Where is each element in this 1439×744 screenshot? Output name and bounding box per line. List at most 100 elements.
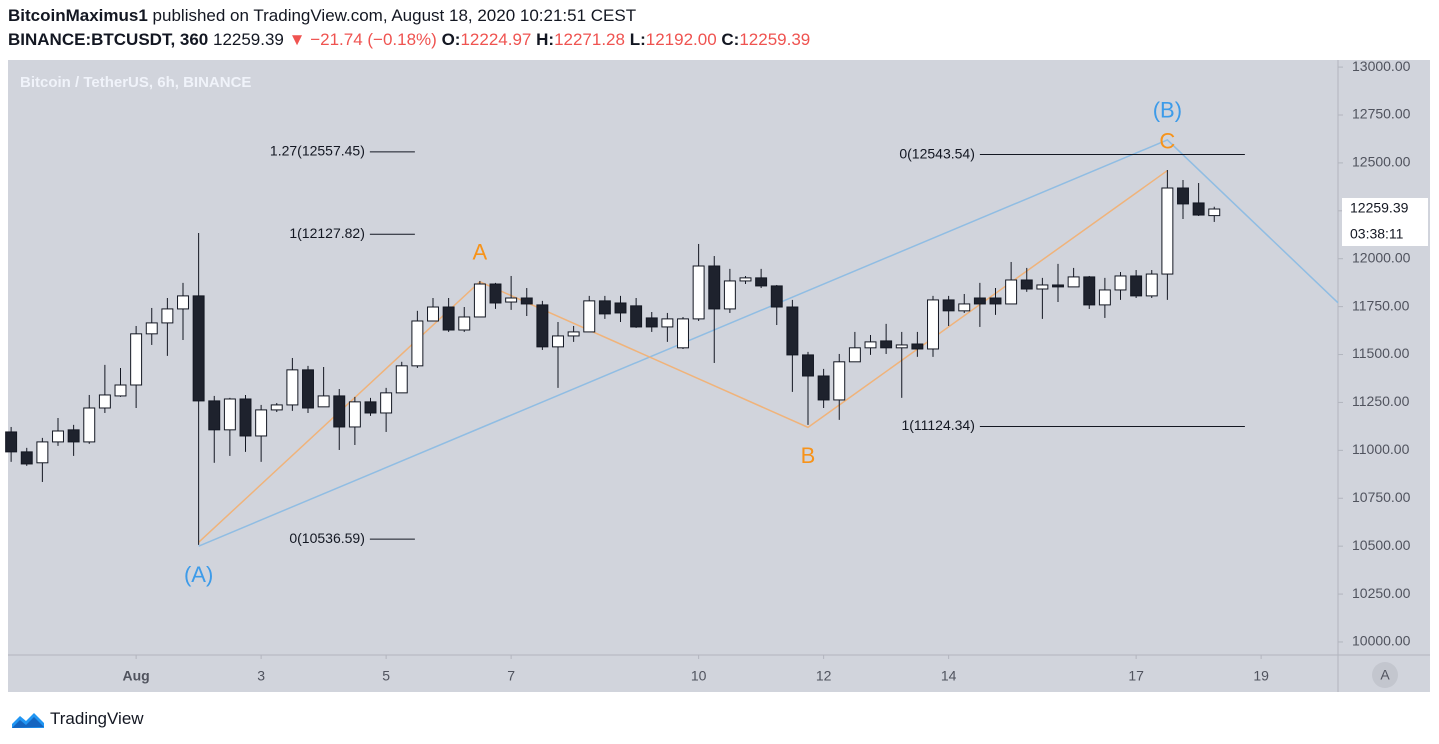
y-tick-label: 10250.00 xyxy=(1352,585,1411,601)
candle-body xyxy=(489,283,502,304)
candle-body xyxy=(1020,279,1033,290)
plot: 10000.00 10250.00 10500.00 10750.00 11000.00… xyxy=(5,58,1411,684)
candle-body xyxy=(723,280,736,310)
fib-label: 1(11124.34) xyxy=(901,417,974,433)
auto-scale-button[interactable] xyxy=(1372,662,1398,688)
candle-body xyxy=(1036,284,1049,290)
auto-scale-label[interactable]: A xyxy=(1380,667,1390,683)
candle-body xyxy=(739,277,752,282)
candle-body xyxy=(130,333,143,386)
candle-body xyxy=(692,265,705,320)
published: published on TradingView.com, August 18,… xyxy=(152,6,637,25)
candle-body xyxy=(786,306,799,356)
candle-body xyxy=(317,395,330,408)
candle-body xyxy=(1192,202,1205,216)
candle-body xyxy=(1005,279,1018,305)
candle-body xyxy=(20,451,33,465)
x-tick-label: 10 xyxy=(691,668,707,684)
author: BitcoinMaximus1 xyxy=(8,6,148,25)
candle-body xyxy=(364,401,377,414)
candle-body xyxy=(661,318,674,328)
x-tick-label: 17 xyxy=(1128,668,1144,684)
last-price-label: 12259.39 xyxy=(1350,200,1409,216)
candle-body xyxy=(927,299,939,350)
ohlc-value: 12259.39 xyxy=(739,30,811,49)
footer: TradingView xyxy=(10,708,144,730)
last: 12259.39 xyxy=(212,30,284,49)
candle-body xyxy=(864,341,877,349)
x-tick-label: 19 xyxy=(1253,668,1269,684)
candle-body xyxy=(1177,187,1189,205)
candle-body xyxy=(395,365,408,394)
logo xyxy=(12,713,44,728)
candle-body xyxy=(1114,275,1127,291)
candle-body xyxy=(239,398,252,437)
candle-body xyxy=(145,322,158,335)
candle-body xyxy=(36,441,49,464)
fib-label: 1(12127.82) xyxy=(289,225,365,241)
candle-body xyxy=(83,407,96,443)
fib-label: 0(12543.54) xyxy=(899,145,975,161)
candle-body xyxy=(380,392,393,414)
ohlc-value: 12192.00 xyxy=(645,30,717,49)
candle-body xyxy=(286,369,299,406)
candle-body xyxy=(505,297,518,303)
y-tick-label: 13000.00 xyxy=(1352,58,1411,74)
y-tick-label: 10500.00 xyxy=(1352,537,1411,553)
candle-body xyxy=(114,384,127,397)
candle-body xyxy=(1083,276,1096,306)
candle-body xyxy=(630,305,643,328)
ohlc-value: 12224.97 xyxy=(460,30,532,49)
chart-title: Bitcoin / TetherUS, 6h, BINANCE xyxy=(20,74,251,91)
wave-label: C xyxy=(1159,128,1175,153)
candle-body xyxy=(911,343,924,350)
candle-body xyxy=(192,295,205,402)
arrow: ▼ xyxy=(288,30,306,49)
y-tick-label: 11000.00 xyxy=(1352,441,1410,457)
x-tick-label: 7 xyxy=(507,668,515,684)
wave-label: B xyxy=(801,443,816,468)
y-tick-label: 11750.00 xyxy=(1352,297,1410,313)
candle-body xyxy=(848,347,861,363)
candle-body xyxy=(427,306,439,322)
fib-label: 1.27(12557.45) xyxy=(270,143,365,159)
candle-body xyxy=(255,409,268,437)
candle-body xyxy=(270,404,283,411)
y-tick-label: 10000.00 xyxy=(1352,633,1411,649)
candle-body xyxy=(598,300,611,315)
candle-body xyxy=(973,297,986,305)
last-price-box xyxy=(1342,198,1428,247)
candle-body xyxy=(1098,289,1111,306)
publish-line: BitcoinMaximus1 published on TradingView… xyxy=(8,6,636,26)
candle-body xyxy=(536,304,549,348)
candle-body xyxy=(880,340,893,349)
candle-body xyxy=(989,297,1002,305)
symbol-line: BINANCE:BTCUSDT, 360 12259.39 ▼ −21.74 (… xyxy=(8,30,810,50)
candle-body xyxy=(458,316,471,331)
candle-body xyxy=(411,320,424,367)
candle-body xyxy=(1145,273,1158,297)
candle-body xyxy=(583,300,596,333)
y-tick-label: 10750.00 xyxy=(1352,489,1411,505)
x-tick-label: 14 xyxy=(941,668,957,684)
candle-body xyxy=(348,401,361,428)
candle-body xyxy=(223,398,236,431)
x-tick-label: Aug xyxy=(123,668,150,684)
candle-body xyxy=(98,394,111,409)
x-tick-label: 3 xyxy=(257,668,265,684)
candle-body xyxy=(958,303,971,312)
y-tick-label: 11250.00 xyxy=(1352,393,1410,409)
wave-label: (A) xyxy=(184,562,213,587)
y-tick-label: 12000.00 xyxy=(1352,249,1411,265)
countdown: 03:38:11 xyxy=(1350,226,1404,242)
y-tick-label: 11500.00 xyxy=(1352,345,1410,361)
ohlc-label: L: xyxy=(629,30,646,49)
candle-body xyxy=(833,361,846,401)
y-tick-label: 12750.00 xyxy=(1352,106,1411,122)
candle-body xyxy=(442,306,455,331)
wave-label: (B) xyxy=(1153,98,1182,123)
candle-body xyxy=(677,318,689,349)
candle-body xyxy=(1161,187,1174,275)
brand: TradingView xyxy=(50,709,144,728)
